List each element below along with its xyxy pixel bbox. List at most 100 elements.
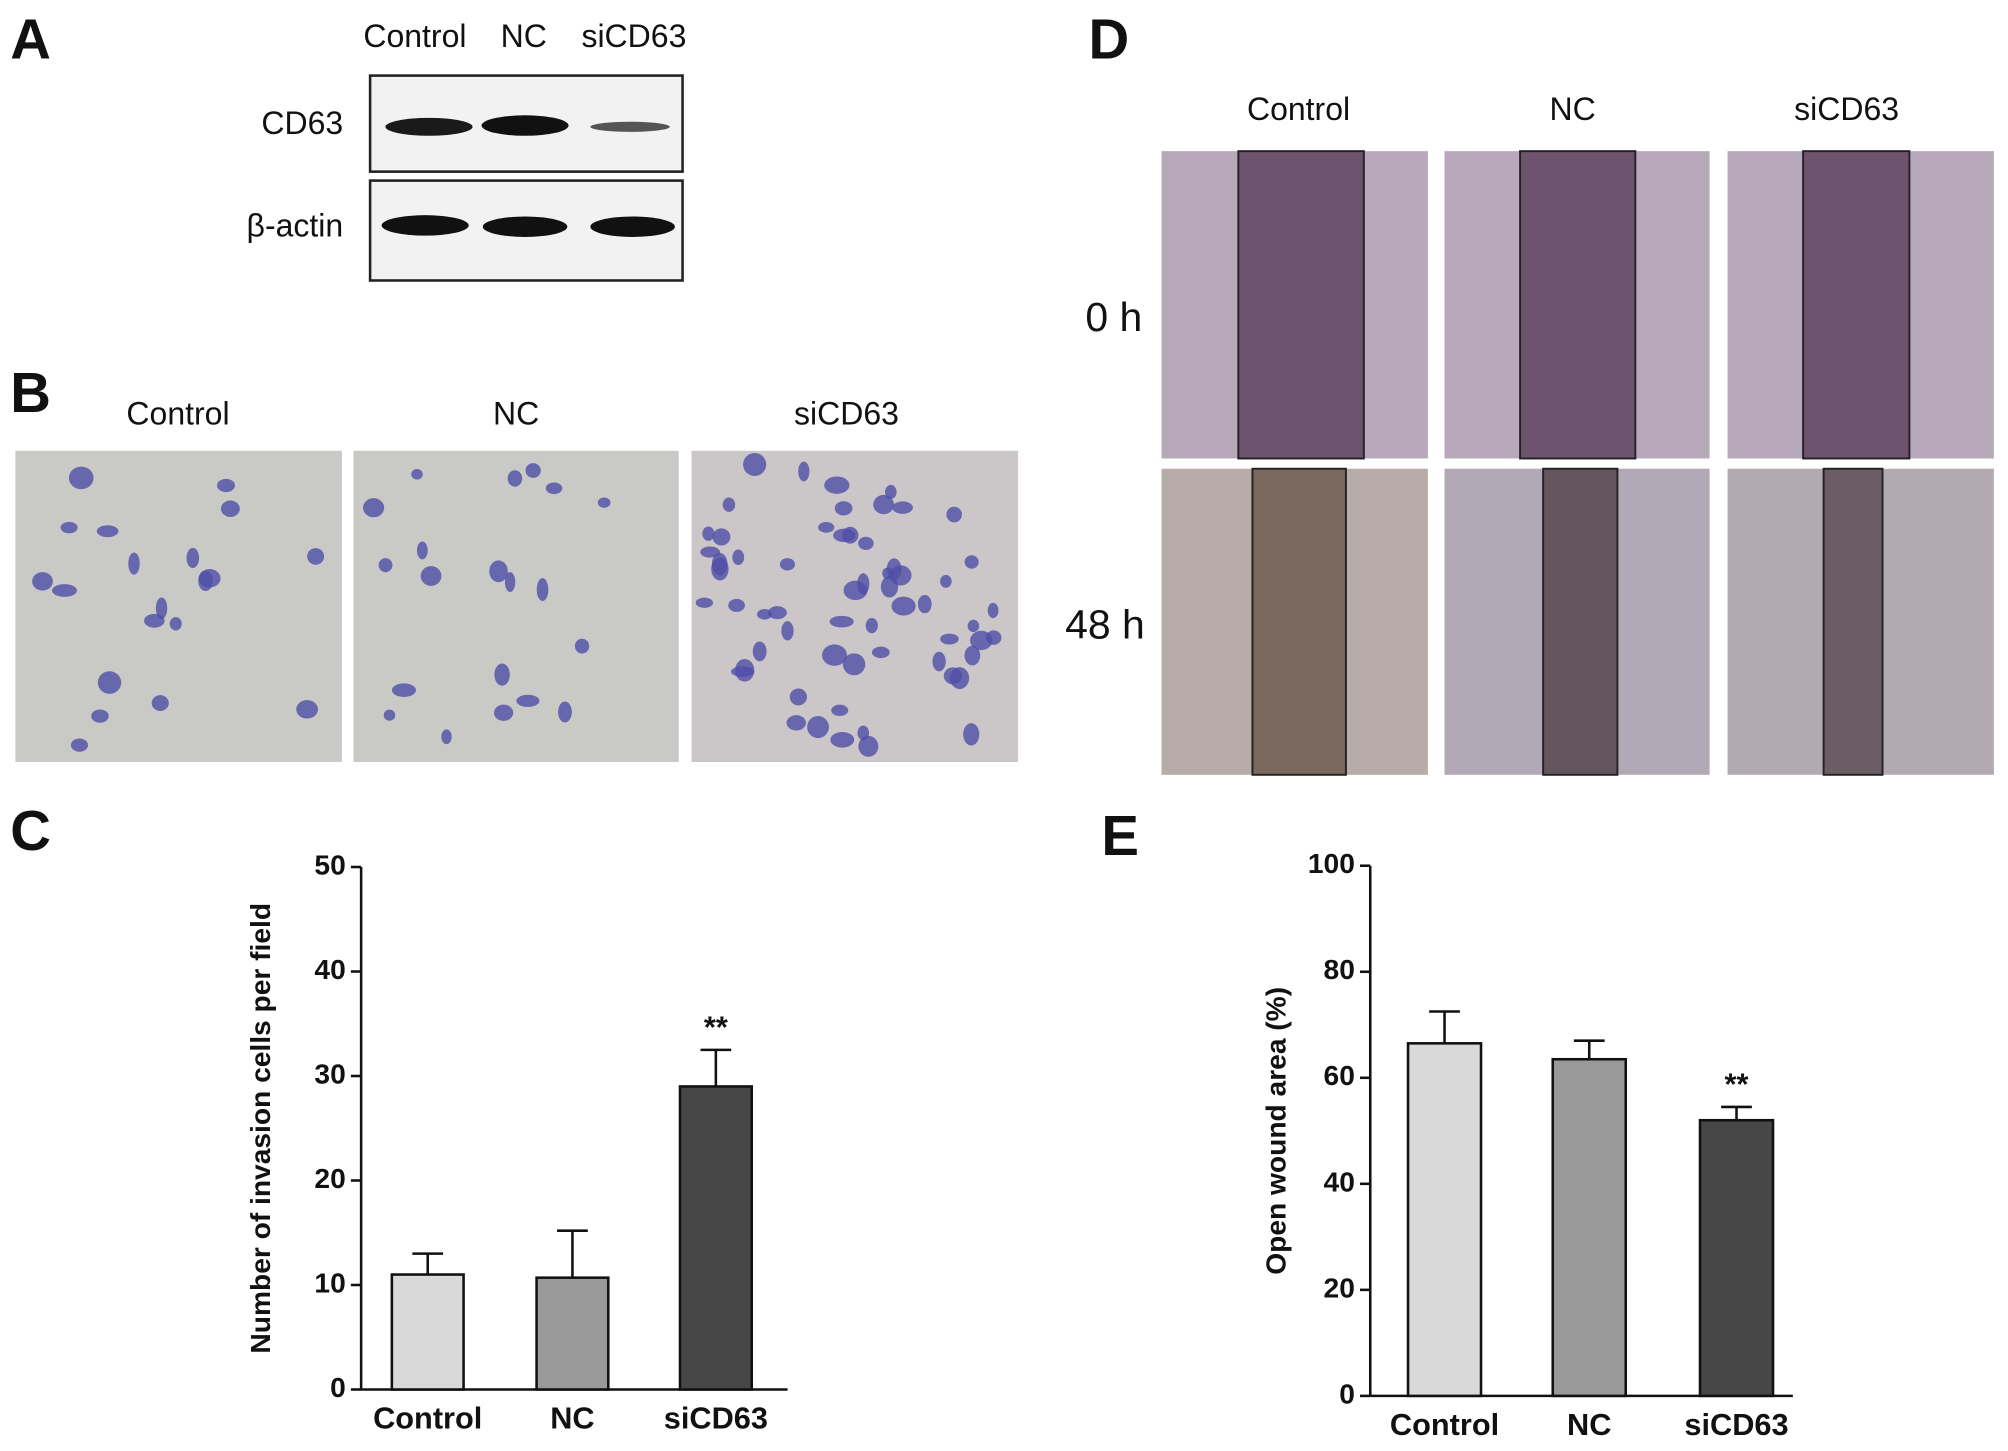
stained-cell [68,466,94,490]
stained-cell [525,463,541,478]
stained-cell [871,646,890,659]
stained-cell [917,595,932,614]
stained-cell [574,638,590,654]
band [482,216,568,237]
bar [390,1273,465,1391]
stained-cell [558,701,572,723]
stained-cell [516,694,540,707]
stained-cell [70,738,88,752]
stained-cell [873,494,894,515]
x-tick-label: NC [1567,1407,1611,1442]
stained-cell [504,572,516,592]
invasion-images [15,450,1019,762]
stained-cell [767,606,787,620]
panel-label: C [10,799,51,862]
micrograph [15,450,342,762]
stained-cell [967,619,980,633]
stained-cell [843,580,868,601]
column-title: Control [1247,91,1350,127]
y-tick-label: 20 [314,1162,345,1194]
x-tick-label: siCD63 [1684,1407,1788,1442]
stained-cell [545,482,563,495]
wound-gap [1237,150,1365,460]
stained-cell [383,709,396,721]
stained-cell [97,671,122,694]
lane-label: siCD63 [581,18,686,54]
stained-cell [363,498,385,518]
wound-images [1161,150,1994,776]
stained-cell [743,452,767,476]
stained-cell [940,633,959,645]
panel-label: A [10,7,51,70]
stained-cell [711,552,728,576]
stained-cell [735,659,755,682]
stained-cell [378,558,393,573]
stained-cell [155,597,168,619]
stained-cell [830,732,855,748]
column-title: NC [1549,91,1595,127]
stained-cell [494,663,510,686]
stained-cell [964,645,981,666]
stained-cell [96,525,119,538]
x-tick-label: NC [550,1400,594,1435]
stained-cell [886,558,902,581]
stained-cell [91,709,109,723]
y-tick-label: 80 [1324,953,1355,985]
stained-cell [818,522,835,533]
bar [535,1276,610,1391]
stained-cell [391,683,416,697]
micrograph [691,450,1019,762]
stained-cell [940,574,952,588]
y-axis-label: Number of invasion cells per field [244,903,276,1354]
row-label: 0 h [1085,294,1142,340]
stained-cell [186,547,200,569]
stained-cell [807,715,829,739]
stained-cell [597,497,611,508]
stained-cell [493,704,514,721]
stained-cell [781,621,794,641]
wound-gap [1251,467,1347,776]
stained-cell [695,597,714,608]
stained-cell [798,461,810,482]
y-tick-label: 40 [314,953,345,985]
stained-cell [858,735,879,757]
band [381,215,469,236]
y-tick-label: 0 [1339,1377,1355,1409]
stained-cell [307,548,325,565]
stained-cell [950,667,970,690]
stained-cell [700,546,720,558]
stained-cell [536,578,549,602]
stained-cell [296,700,318,719]
stained-cell [789,688,808,706]
band [590,121,670,132]
stained-cell [411,469,423,480]
stained-cell [821,644,847,666]
wound-gap [1542,467,1619,776]
stained-cell [824,476,850,494]
stained-cell [833,528,856,543]
stained-cell [857,725,870,741]
stained-cell [144,613,165,628]
stained-cell [32,572,53,591]
stained-cell [892,501,913,514]
bar [678,1085,753,1391]
panel-label: B [10,361,51,424]
stained-cell [151,695,169,711]
stained-cell [441,729,452,745]
stained-cell [885,484,897,500]
significance: ** [704,1010,728,1045]
y-tick-label: 0 [330,1371,346,1403]
y-tick-label: 30 [314,1057,345,1089]
x-tick-label: Control [1390,1407,1499,1442]
stained-cell [858,536,874,550]
y-tick-label: 60 [1324,1059,1355,1091]
stained-cell [52,584,77,597]
stained-cell [865,617,878,634]
column-title: siCD63 [1794,91,1899,127]
panel-label: E [1101,804,1139,867]
lane-label: NC [501,18,547,54]
stained-cell [987,602,999,619]
stained-cell [217,478,235,493]
stained-cell [732,549,745,566]
